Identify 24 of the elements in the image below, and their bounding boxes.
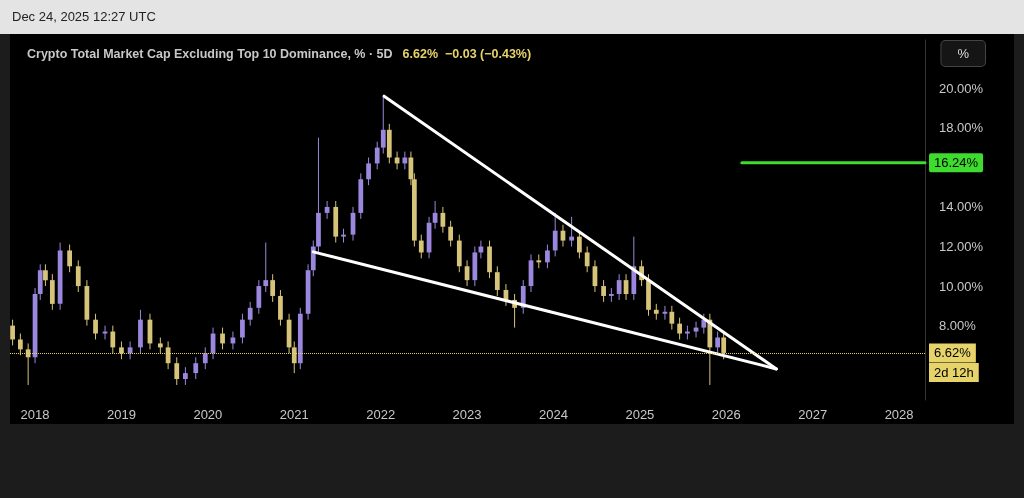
x-tick-label: 2026 <box>711 407 741 422</box>
y-tick-label: 10.00% <box>939 278 984 294</box>
annotation: 2d 12h <box>934 364 974 380</box>
text: % <box>957 46 970 61</box>
x-tick-label: 2024 <box>539 407 568 422</box>
x-tick-label: 2021 <box>279 407 309 422</box>
y-tick-label: 8.00% <box>939 318 977 334</box>
x-tick-label: 2019 <box>107 407 136 422</box>
x-tick-label: 2022 <box>366 407 396 422</box>
x-tick-label: 2025 <box>625 407 655 422</box>
ref-line-label: 6.62% <box>934 345 972 361</box>
x-tick-label: 2028 <box>884 407 914 422</box>
x-tick-label: 2020 <box>193 407 223 422</box>
y-tick-label: 14.00% <box>939 199 984 215</box>
x-tick-label: 2027 <box>798 407 828 422</box>
data-label: 16.24% <box>934 155 979 171</box>
x-tick-label: 2023 <box>452 407 482 422</box>
y-tick-label: 18.00% <box>939 120 984 136</box>
text: Crypto Total Market Cap Excluding Top 10 Dominance, % · 5D <box>27 47 393 61</box>
y-tick-label: 12.00% <box>939 239 984 255</box>
text: 6.62% −0.03 (−0.43%) <box>402 47 532 61</box>
text: Dec 24, 2025 12:27 UTC <box>0 0 1024 34</box>
y-tick-label: 20.00% <box>939 80 984 96</box>
x-tick-label: 2018 <box>20 407 50 422</box>
